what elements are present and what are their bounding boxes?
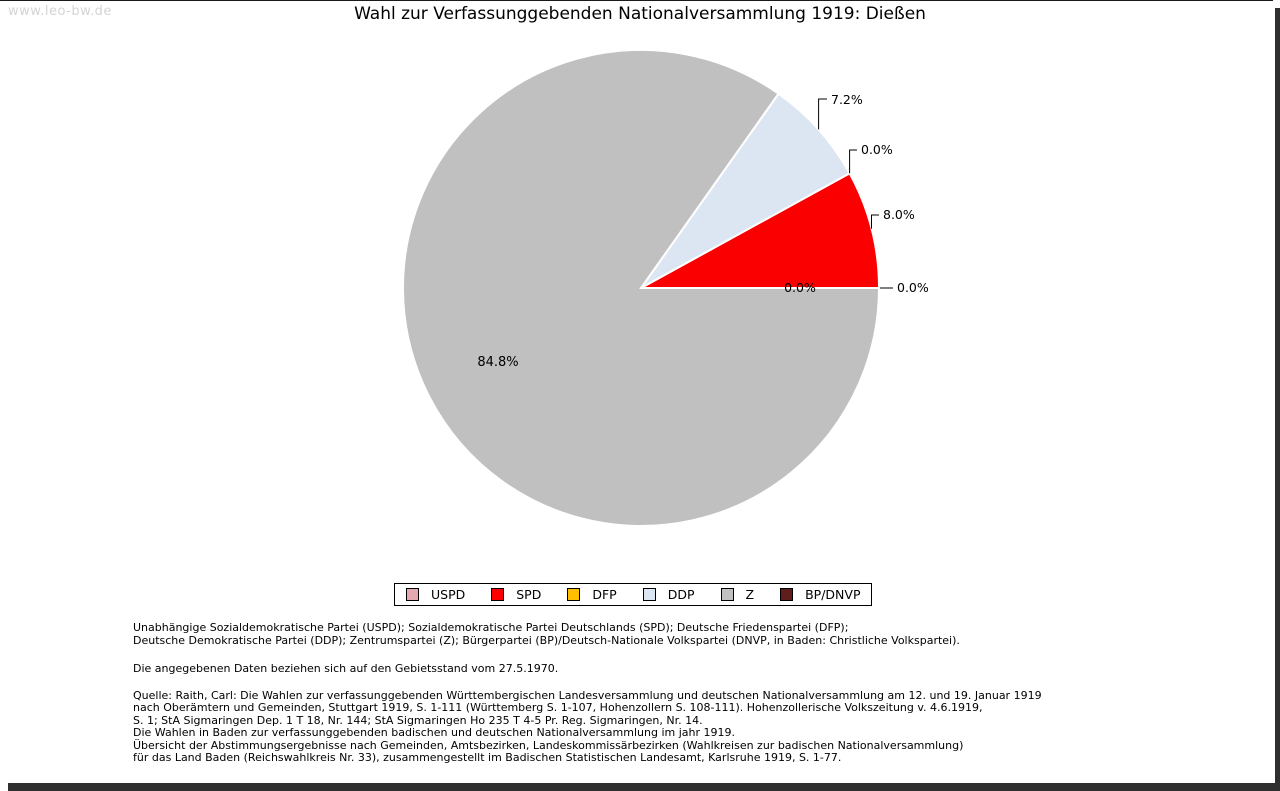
pie-slice-ddp	[640, 92, 851, 289]
legend-label-uspd: USPD	[431, 587, 466, 602]
leader-line-ddp	[818, 98, 827, 130]
slice-label-spd: 8.0%	[883, 207, 915, 222]
legend-item-uspd: USPD	[406, 587, 465, 602]
leader-line-dfp	[849, 149, 857, 174]
footnote-gebietsstand-line: Die angegebenen Daten beziehen sich auf …	[133, 662, 559, 675]
slice-label-z: 84.8%	[477, 355, 518, 370]
leader-line-spd	[871, 214, 879, 229]
footnote-source-line6: für das Land Baden (Reichswahlkreis Nr. …	[133, 751, 842, 765]
frame-top-border	[0, 0, 1273, 1]
footnote-parties-line2: Deutsche Demokratische Partei (DDP); Zen…	[133, 634, 960, 647]
footnote-source: Quelle: Raith, Carl: Die Wahlen zur verf…	[133, 689, 1042, 765]
legend-swatch-ddp	[642, 588, 656, 601]
legend-swatch-dfp	[567, 588, 581, 601]
legend-item-ddp: DDP	[642, 587, 695, 602]
legend-label-ddp: DDP	[667, 587, 695, 602]
legend-item-dfp: DFP	[567, 587, 617, 602]
footnote-source-line3: S. 1; StA Sigmaringen Dep. 1 T 18, Nr. 1…	[133, 713, 703, 727]
legend-label-bp-dnvp: BP/DNVP	[805, 587, 861, 602]
legend-label-dfp: DFP	[592, 587, 617, 602]
slice-label-ddp: 7.2%	[831, 92, 863, 107]
page-title: Wahl zur Verfassunggebenden Nationalvers…	[354, 4, 926, 24]
slice-label-dfp: 0.0%	[861, 142, 893, 157]
footnote-parties: Unabhängige Sozialdemokratische Partei (…	[133, 621, 960, 647]
footnote-parties-line1: Unabhängige Sozialdemokratische Partei (…	[133, 621, 849, 634]
watermark: www.leo-bw.de	[8, 4, 112, 19]
legend-swatch-bp-dnvp	[780, 588, 794, 601]
footnote-source-line5: Übersicht der Abstimmungsergebnisse nach…	[133, 738, 964, 752]
legend-item-bp-dnvp: BP/DNVP	[780, 587, 860, 602]
footnote-source-line2: nach Oberämtern und Gemeinden, Stuttgart…	[133, 701, 983, 715]
pie-chart: 7.2% 0.0% 8.0% 0.0% 0.0% 84.8%	[402, 49, 929, 527]
footnote-source-line1: Quelle: Raith, Carl: Die Wahlen zur verf…	[133, 689, 1042, 702]
slice-label-bp-dnvp: 0.0%	[784, 280, 816, 295]
legend-box: USPD SPD DFP DDP Z BP/DNVP	[394, 583, 873, 606]
legend-item-z: Z	[720, 587, 755, 602]
frame-bottom-shadow	[8, 783, 1280, 791]
legend-item-spd: SPD	[491, 587, 541, 602]
legend-swatch-spd	[491, 588, 505, 601]
legend-label-spd: SPD	[516, 587, 542, 602]
slice-label-uspd: 0.0%	[897, 280, 929, 295]
pie-slices	[402, 49, 881, 527]
legend-swatch-z	[720, 588, 734, 601]
frame-right-shadow	[1275, 8, 1280, 791]
pie-slice-z	[402, 49, 881, 527]
legend-swatch-uspd	[406, 588, 419, 601]
footnote-gebietsstand: Die angegebenen Daten beziehen sich auf …	[133, 662, 558, 675]
footnote-source-line4: Die Wahlen in Baden zur verfassunggebend…	[133, 726, 736, 740]
legend-label-z: Z	[745, 587, 755, 602]
